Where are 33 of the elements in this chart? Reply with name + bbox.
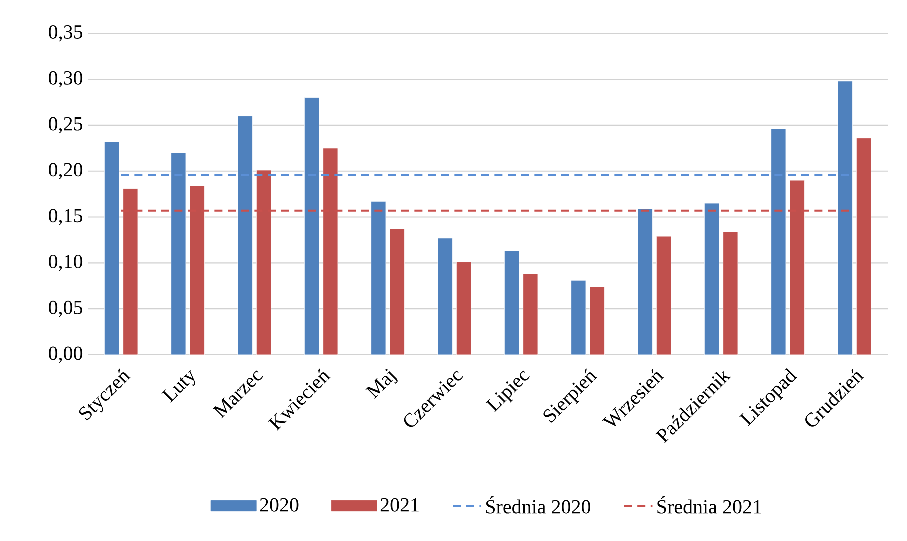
y-tick-label: 0,30 bbox=[49, 71, 83, 88]
bar bbox=[771, 128, 786, 355]
bar bbox=[238, 116, 253, 355]
y-tick-label: 0,25 bbox=[49, 117, 83, 134]
bar bbox=[504, 251, 520, 355]
y-tick-label: 0,20 bbox=[49, 163, 83, 180]
x-tick-label: Luty bbox=[162, 370, 196, 403]
bar bbox=[390, 229, 405, 355]
y-tick-label: 0,15 bbox=[49, 209, 83, 226]
bar bbox=[456, 262, 472, 355]
bar bbox=[723, 232, 738, 355]
bar bbox=[438, 238, 453, 355]
x-tick-label: Maj bbox=[366, 369, 398, 400]
bar bbox=[856, 138, 872, 355]
bar bbox=[171, 152, 186, 355]
y-tick-label: 0,00 bbox=[49, 346, 83, 364]
bar bbox=[590, 286, 605, 355]
legend-label: 2020 bbox=[260, 498, 299, 512]
legend-label: 2021 bbox=[380, 498, 419, 512]
bar bbox=[371, 201, 386, 355]
y-tick-label: 0,10 bbox=[49, 254, 83, 272]
legend-label: Średnia 2020 bbox=[486, 496, 591, 514]
y-tick-label: 0,05 bbox=[49, 300, 83, 318]
bar bbox=[571, 280, 586, 355]
legend-label: Średnia 2021 bbox=[658, 496, 762, 514]
bar bbox=[638, 208, 653, 355]
bar bbox=[304, 98, 320, 355]
bar bbox=[656, 236, 672, 355]
bar bbox=[523, 274, 538, 355]
bar bbox=[838, 81, 853, 355]
bar bbox=[104, 142, 120, 355]
y-tick-label: 0,35 bbox=[49, 25, 83, 42]
bar bbox=[704, 203, 720, 355]
